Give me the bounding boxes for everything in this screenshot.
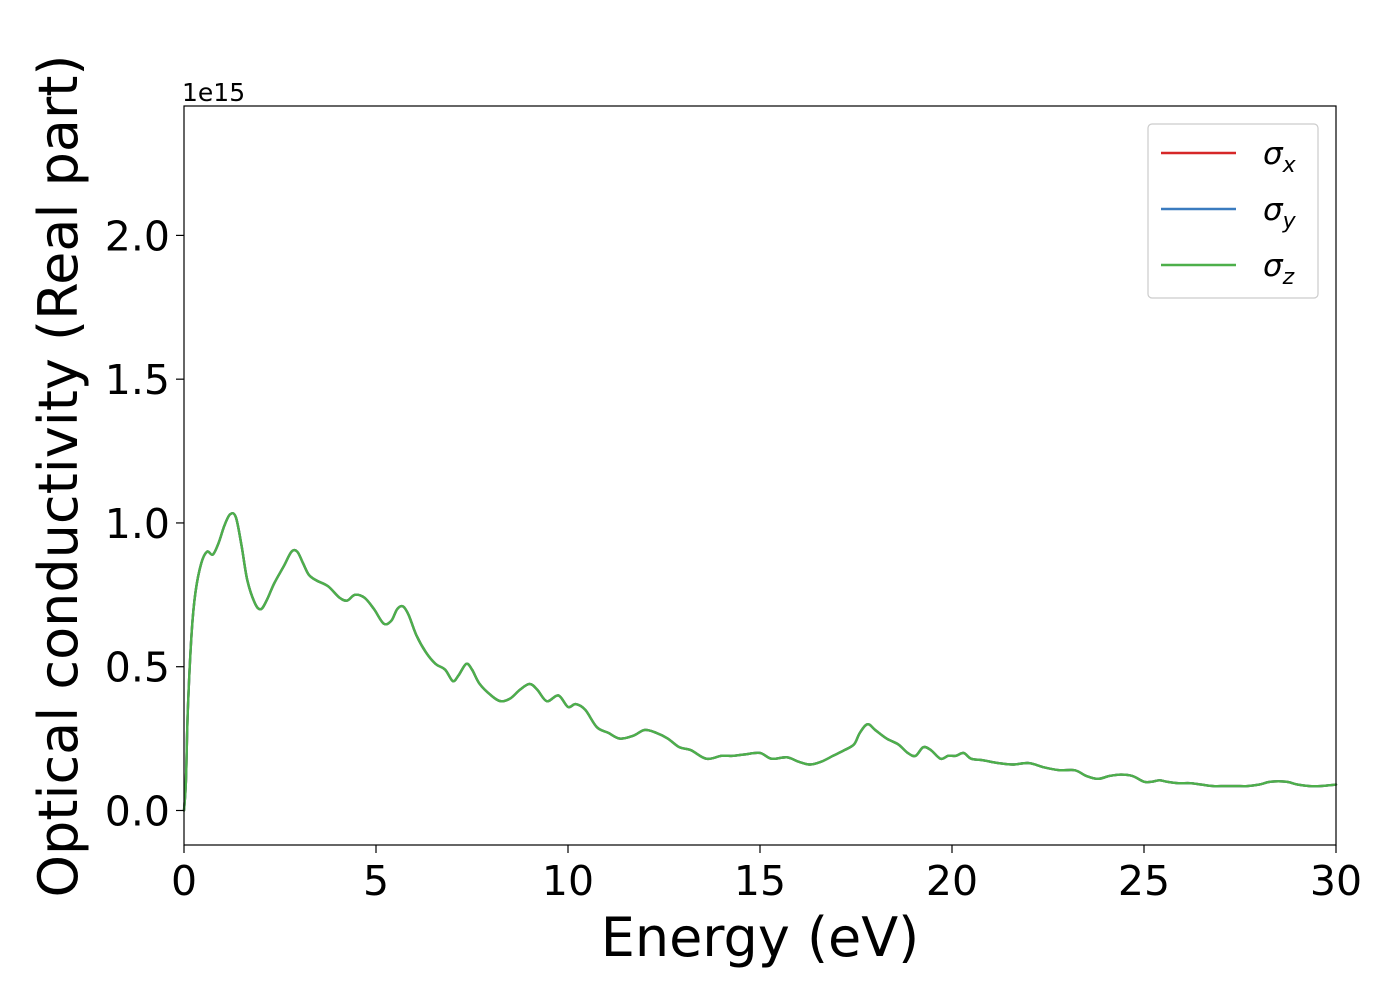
series-line-sigma-y xyxy=(182,512,1338,812)
x-tick-label: 30 xyxy=(1310,857,1362,905)
x-axis-label: Energy (eV) xyxy=(601,906,920,969)
x-tick-label: 15 xyxy=(734,857,786,905)
x-tick-label: 5 xyxy=(363,857,389,905)
x-tick-label: 25 xyxy=(1118,857,1170,905)
x-tick-label: 10 xyxy=(542,857,594,905)
y-tick-label: 1.0 xyxy=(105,500,170,548)
legend-box xyxy=(1147,123,1319,299)
x-tick-label: 0 xyxy=(171,857,197,905)
y-axis-offset-label: 1e15 xyxy=(182,78,245,107)
x-axis-ticks: 0 5 10 15 20 25 30 xyxy=(171,845,1362,905)
series-lines xyxy=(182,512,1338,812)
y-axis-label: Optical conductivity (Real part) xyxy=(27,55,90,898)
y-tick-label: 0.5 xyxy=(105,644,170,692)
series-line-sigma-z xyxy=(182,512,1338,812)
series-line-sigma-x xyxy=(182,512,1338,812)
x-tick-label: 20 xyxy=(926,857,978,905)
y-tick-label: 2.0 xyxy=(105,212,170,260)
y-axis-ticks: 0.0 0.5 1.0 1.5 2.0 xyxy=(105,212,184,835)
y-tick-label: 1.5 xyxy=(105,356,170,404)
y-tick-label: 0.0 xyxy=(105,787,170,835)
